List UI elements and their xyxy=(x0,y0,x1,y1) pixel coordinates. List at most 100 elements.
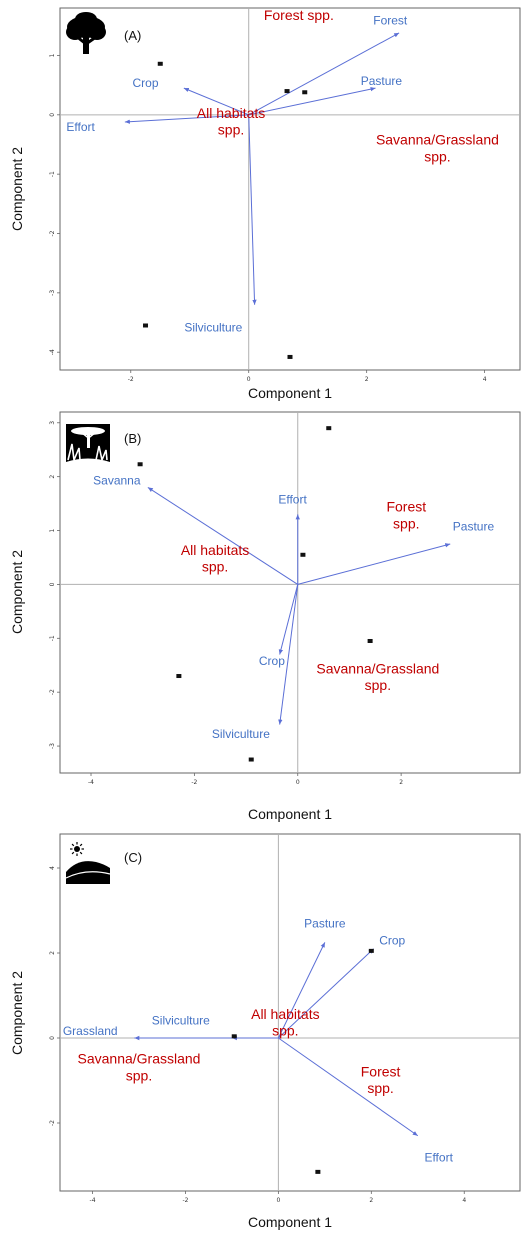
panel-letter: (C) xyxy=(124,850,142,865)
vector-label: Grassland xyxy=(63,1024,118,1038)
group-label-line: Savanna/Grassland xyxy=(78,1051,201,1067)
y-axis-label: Component 2 xyxy=(9,147,25,231)
loading-vector-silviculture xyxy=(278,584,299,725)
group-label-line: spp. xyxy=(365,677,391,693)
x-tick-label: 0 xyxy=(247,376,251,383)
vector-label: Silviculture xyxy=(184,320,242,334)
group-label-line: Savanna/Grassland xyxy=(316,660,439,676)
y-tick-label: 1 xyxy=(49,528,56,532)
score-point xyxy=(248,757,254,762)
y-axis-label: Component 2 xyxy=(9,971,25,1055)
y-tick-label: 0 xyxy=(49,113,56,117)
x-axis-label: Component 1 xyxy=(248,806,332,822)
panel-letter: (A) xyxy=(124,28,141,43)
score-point xyxy=(157,61,163,66)
loading-vector-pasture xyxy=(297,543,451,585)
x-axis-label: Component 1 xyxy=(248,1214,332,1230)
y-tick-label: -2 xyxy=(49,1120,56,1126)
vector-label: Effort xyxy=(66,120,95,134)
y-tick-label: 4 xyxy=(49,866,56,870)
vector-label: Crop xyxy=(259,654,285,668)
loading-vector-crop xyxy=(278,948,374,1039)
loading-vector-crop xyxy=(183,87,249,116)
plot-frame xyxy=(59,7,521,371)
group-label-line: Forest spp. xyxy=(264,7,334,23)
score-point xyxy=(176,674,182,679)
score-point xyxy=(287,354,293,359)
panel-b: -4 -2 0 2 3 2 1 0 -1 -2 -3 Component 2 Component 1 (B… xyxy=(9,411,521,822)
x-tick-label: -2 xyxy=(191,779,197,786)
x-tick-label: 0 xyxy=(296,779,300,786)
vector-label: Savanna xyxy=(93,474,141,488)
savanna-icon xyxy=(66,424,110,462)
x-axis-label: Component 1 xyxy=(248,385,332,401)
vector-label: Silviculture xyxy=(212,727,270,741)
loading-vector-silviculture xyxy=(248,114,257,305)
x-tick-label: 4 xyxy=(462,1197,466,1204)
score-point xyxy=(231,1034,237,1039)
score-point xyxy=(284,89,290,94)
panel-c: -4 -2 0 2 4 4 2 0 -2 Component 2 Component 1 (C) Gra… xyxy=(9,833,521,1230)
x-tick-label: -4 xyxy=(90,1197,96,1204)
group-label-line: spp. xyxy=(218,122,244,138)
y-tick-label: 2 xyxy=(49,475,56,479)
y-axis-label: Component 2 xyxy=(9,550,25,634)
score-point xyxy=(137,462,143,467)
loading-vector-effort xyxy=(124,114,249,124)
group-label-line: Savanna/Grassland xyxy=(376,131,499,147)
x-tick-label: 0 xyxy=(276,1197,280,1204)
vector-label: Pasture xyxy=(361,74,403,88)
y-tick-label: -4 xyxy=(49,349,56,355)
y-tick-label: -3 xyxy=(49,743,56,749)
vector-label: Crop xyxy=(133,76,159,90)
grassland-sun-icon xyxy=(65,842,111,884)
loading-vector-pasture xyxy=(277,942,326,1039)
plot-frame xyxy=(59,411,521,774)
y-tick-label: -2 xyxy=(49,689,56,695)
group-label-line: Forest xyxy=(386,499,426,515)
x-tick-label: -2 xyxy=(128,376,134,383)
vector-label: Pasture xyxy=(304,917,346,931)
x-tick-label: 4 xyxy=(483,376,487,383)
group-label: All habitats spp. xyxy=(197,105,265,138)
loading-vector-pasture xyxy=(248,86,376,116)
vector-label: Crop xyxy=(379,934,405,948)
y-tick-label: 0 xyxy=(49,582,56,586)
panel-a: -2 0 2 4 1 0 -1 -2 -3 -4 Component 2 Component 1 (A)… xyxy=(9,7,521,401)
group-label-line: All habitats xyxy=(181,542,249,558)
group-label-line: All habitats xyxy=(197,105,265,121)
vector-label: Silviculture xyxy=(152,1013,210,1027)
score-point xyxy=(143,323,149,328)
group-label: Forest spp. xyxy=(386,499,426,532)
vector-label: Forest xyxy=(373,14,408,28)
y-tick-label: 2 xyxy=(49,951,56,955)
x-tick-label: -4 xyxy=(88,779,94,786)
score-point xyxy=(302,90,308,95)
x-tick-label: 2 xyxy=(369,1197,373,1204)
score-point xyxy=(368,948,374,953)
group-label: Savanna/Grassland spp. xyxy=(316,660,439,693)
group-label-line: spp. xyxy=(393,515,419,531)
group-label: All habitats spp. xyxy=(251,1006,319,1039)
y-tick-label: -2 xyxy=(49,230,56,236)
panel-letter: (B) xyxy=(124,431,141,446)
vector-label: Effort xyxy=(278,493,307,507)
loading-vector-crop xyxy=(278,584,299,655)
x-tick-label: 2 xyxy=(365,376,369,383)
vector-label: Pasture xyxy=(453,520,495,534)
group-label: Forest spp. xyxy=(264,7,334,23)
loading-vector-savanna xyxy=(147,487,299,585)
group-label-line: spp. xyxy=(367,1080,393,1096)
group-label-line: spp. xyxy=(202,559,228,575)
group-label-line: spp. xyxy=(424,148,450,164)
group-label-line: All habitats xyxy=(251,1006,319,1022)
group-label-line: Forest xyxy=(361,1063,401,1079)
y-tick-label: -1 xyxy=(49,635,56,641)
group-label-line: spp. xyxy=(126,1067,152,1083)
y-tick-label: 0 xyxy=(49,1036,56,1040)
score-point xyxy=(315,1169,321,1174)
score-point xyxy=(300,552,306,557)
x-tick-label: -2 xyxy=(182,1197,188,1204)
vector-label: Effort xyxy=(424,1150,453,1164)
